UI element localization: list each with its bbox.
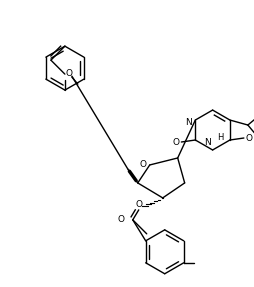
Text: N: N bbox=[204, 138, 211, 147]
Text: O: O bbox=[66, 69, 73, 77]
Text: O: O bbox=[139, 160, 146, 169]
Text: N: N bbox=[186, 118, 192, 127]
Text: O: O bbox=[172, 137, 179, 146]
Text: O: O bbox=[246, 133, 253, 143]
Text: O: O bbox=[118, 215, 125, 224]
Text: O: O bbox=[136, 200, 143, 210]
Text: H: H bbox=[218, 133, 224, 142]
